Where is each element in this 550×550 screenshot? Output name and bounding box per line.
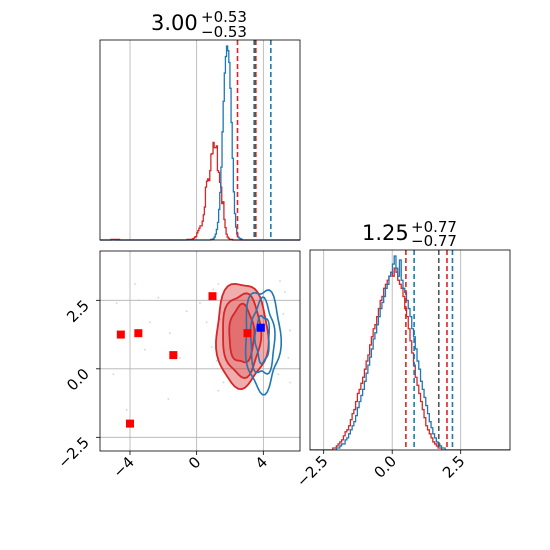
x1-axis-label-2: 4 bbox=[252, 453, 271, 472]
x2-marginal-grid bbox=[323, 250, 462, 450]
x1-title-plus: +0.53 bbox=[201, 8, 247, 26]
scatter-point-11 bbox=[282, 313, 285, 315]
scatter-point-29 bbox=[115, 302, 118, 304]
scatter-point-19 bbox=[222, 381, 225, 384]
scatter-point-18 bbox=[179, 356, 181, 359]
scatter-point-21 bbox=[157, 296, 160, 299]
scatter-point-8 bbox=[215, 359, 218, 362]
scatter-point-25 bbox=[217, 389, 220, 392]
scatter-point-22 bbox=[205, 321, 208, 324]
x2-marginal-axis-label-1: 0.0 bbox=[370, 452, 400, 482]
blue-contours bbox=[244, 289, 283, 396]
x1-axis-label-0: −4 bbox=[109, 453, 137, 481]
scatter-point-20 bbox=[125, 409, 128, 411]
x1-vs-x2-markers bbox=[116, 292, 265, 428]
x2-axis-label-2: 2.5 bbox=[63, 296, 93, 326]
x1-marginal-quantile-lines bbox=[236, 40, 272, 240]
x2-marginal-histograms bbox=[310, 255, 510, 450]
marker-0-5 bbox=[243, 329, 252, 338]
scatter-point-6 bbox=[212, 288, 215, 291]
scatter-point-14 bbox=[277, 373, 280, 376]
scatter-point-4 bbox=[185, 310, 188, 313]
scatter-point-23 bbox=[279, 280, 281, 283]
scatter-point-17 bbox=[134, 282, 136, 285]
marker-0-2 bbox=[169, 351, 178, 360]
x1-title-minus: −0.53 bbox=[201, 23, 247, 41]
x2-axis-label-0: −2.5 bbox=[54, 433, 92, 471]
scatter-point-3 bbox=[169, 332, 171, 335]
x1-vs-x2-frame bbox=[99, 250, 301, 452]
x2-marginal-hist-series-0 bbox=[310, 267, 510, 450]
marker-1-0 bbox=[256, 323, 265, 332]
x1-vs-x2-grid bbox=[100, 251, 300, 451]
x2-axis-label-1: 0.0 bbox=[63, 365, 93, 395]
scatter-point-28 bbox=[210, 345, 213, 348]
x1-axis-label-1: 0 bbox=[185, 453, 204, 472]
x2-marginal-axis-label-2: 2.5 bbox=[439, 452, 469, 482]
blue-contour-level-2 bbox=[253, 314, 271, 365]
scatter-point-1 bbox=[137, 299, 140, 302]
x2-title-value: 1.25 bbox=[362, 221, 409, 245]
x2-title-minus: −0.77 bbox=[411, 232, 457, 250]
x2-marginal-frame bbox=[309, 249, 511, 451]
x2-marginal-tick-labels: −2.5 0.0 2.5 bbox=[293, 450, 469, 491]
x1-title-value: 3.00 bbox=[151, 11, 198, 35]
scatter-point-5 bbox=[199, 302, 201, 304]
red-contour-level-2 bbox=[228, 302, 256, 364]
scatter-point-24 bbox=[144, 348, 146, 351]
x1-marginal-grid bbox=[129, 40, 264, 240]
x2-title-plus: +0.77 bbox=[411, 218, 457, 236]
x1-vs-x2-panel: −4 0 4 −2.5 0.0 2.5 bbox=[54, 250, 301, 481]
scatter-point-26 bbox=[289, 381, 291, 384]
scatter-point-2 bbox=[149, 321, 151, 324]
x2-marginal-quantile-lines bbox=[405, 250, 454, 450]
marker-0-4 bbox=[126, 419, 134, 428]
marker-0-1 bbox=[134, 329, 143, 338]
x2-marginal-hist-series-1 bbox=[310, 255, 510, 450]
blue-contour-level-1 bbox=[249, 296, 276, 375]
scatter-point-13 bbox=[284, 291, 286, 293]
scatter-point-27 bbox=[167, 398, 170, 400]
x1-marginal-panel: 3.00 +0.53 −0.53 bbox=[99, 8, 301, 241]
x1-marginal-frame bbox=[99, 39, 301, 241]
blue-contour-level-0 bbox=[244, 289, 283, 396]
scatter-point-15 bbox=[289, 329, 291, 332]
marker-0-3 bbox=[208, 292, 217, 301]
x2-marginal-panel: −2.5 0.0 2.5 1.25 +0.77 −0.77 bbox=[293, 218, 511, 491]
scatter-point-12 bbox=[287, 356, 290, 359]
x2-marginal-axis-label-0: −2.5 bbox=[293, 452, 331, 490]
scatter-point-7 bbox=[217, 282, 220, 285]
scatter-point-16 bbox=[112, 373, 115, 376]
red-contour-level-0 bbox=[215, 282, 270, 391]
marker-0-0 bbox=[116, 330, 125, 339]
